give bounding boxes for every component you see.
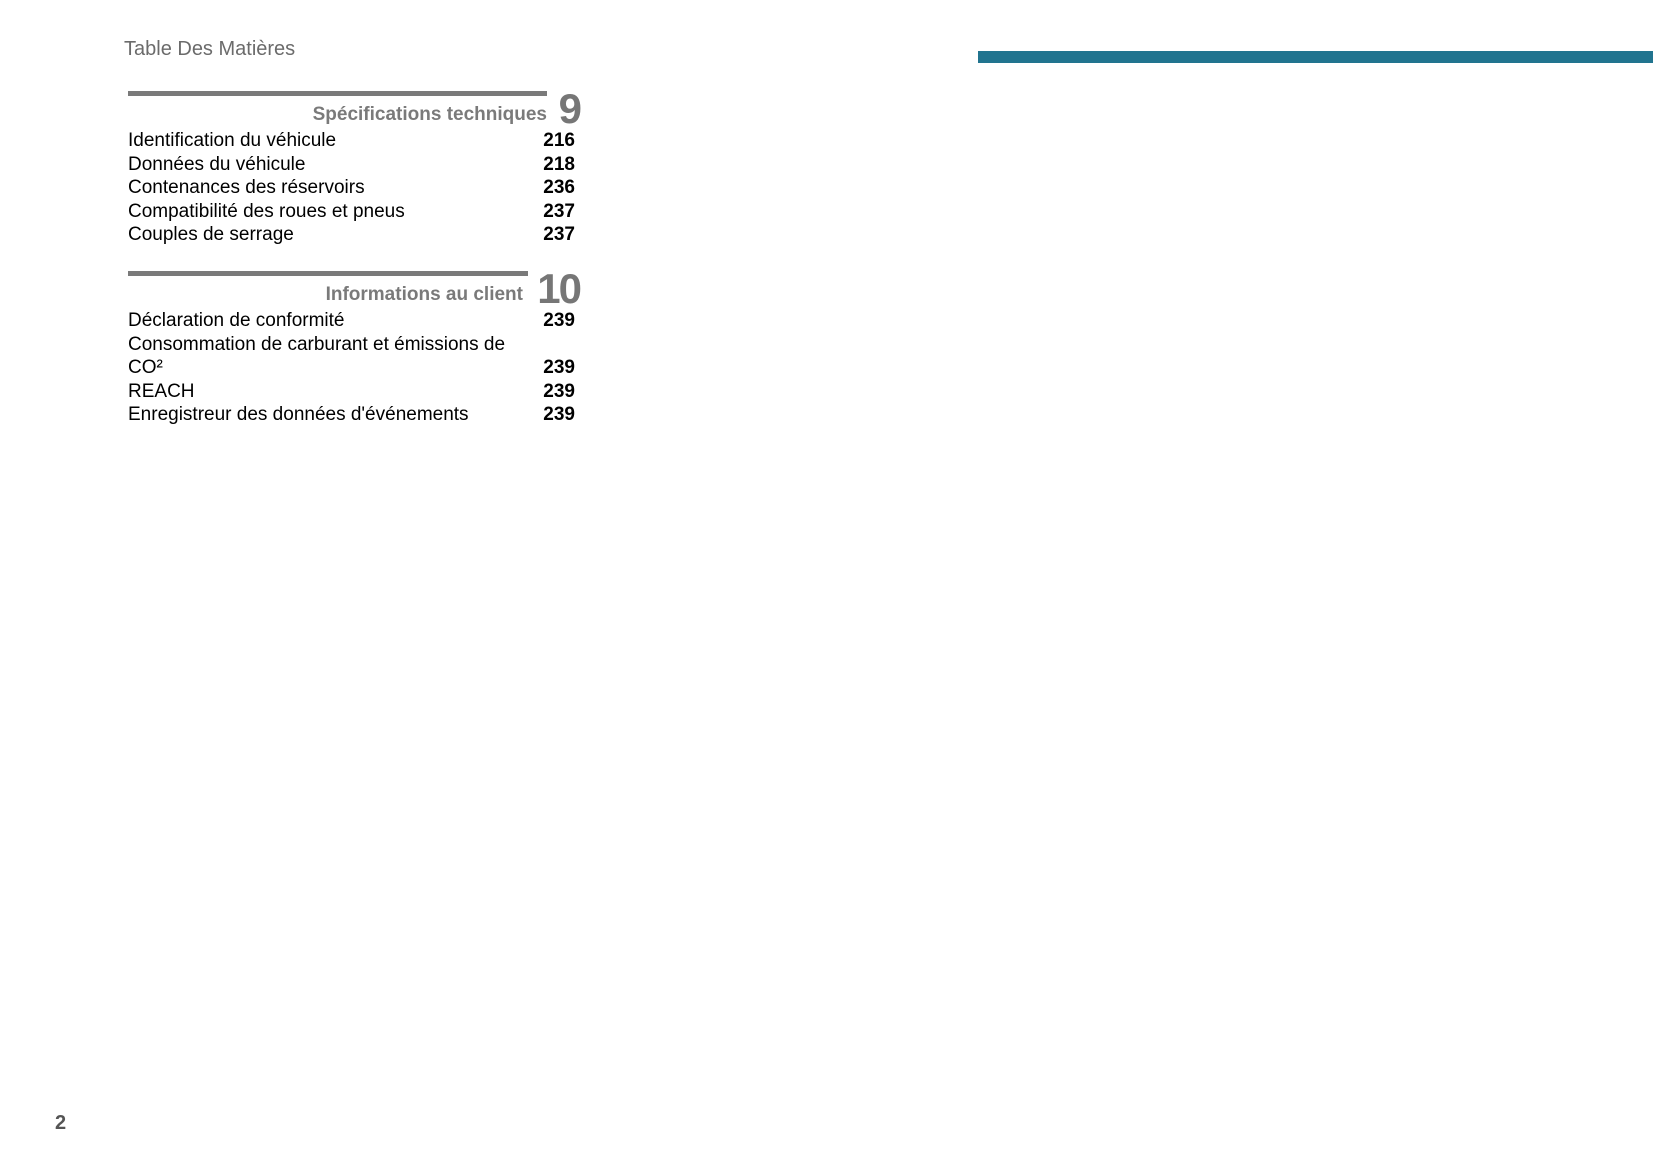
- toc-entry[interactable]: Compatibilité des roues et pneus 237: [128, 200, 575, 224]
- entry-page: 239: [543, 404, 575, 425]
- toc-entry[interactable]: Couples de serrage 237: [128, 223, 575, 247]
- entry-page: 239: [543, 357, 575, 378]
- entry-label: Contenances des réservoirs: [128, 177, 365, 198]
- page-number: 2: [55, 1112, 67, 1134]
- entry-page: 216: [543, 130, 575, 151]
- toc-entry[interactable]: Identification du véhicule 216: [128, 129, 575, 153]
- entry-label: Compatibilité des roues et pneus: [128, 200, 405, 222]
- section-number: 9: [558, 85, 582, 132]
- entry-page: 218: [543, 153, 575, 175]
- toc-section-9: 9 Spécifications techniques Identificati…: [128, 85, 582, 251]
- toc-section-10: 10 Informations au client Déclaration de…: [128, 265, 582, 431]
- toc-entry[interactable]: Enregistreur des données d'événements 239: [128, 403, 575, 427]
- section-rule: [128, 271, 528, 276]
- entry-page: 239: [543, 310, 575, 331]
- section-rule: [128, 91, 547, 96]
- entry-label: Consommation de carburant et émissions d…: [128, 333, 506, 379]
- toc-entry[interactable]: REACH 239: [128, 380, 575, 404]
- entry-label: Couples de serrage: [128, 224, 294, 245]
- toc-entry[interactable]: Contenances des réservoirs 236: [128, 176, 575, 200]
- page-title: Table Des Matières: [124, 38, 296, 60]
- accent-bar: [978, 51, 1653, 63]
- entry-label: Enregistreur des données d'événements: [128, 404, 469, 425]
- entry-page: 237: [543, 224, 575, 245]
- toc-entry[interactable]: Données du véhicule 218: [128, 153, 575, 177]
- section-number: 10: [537, 265, 582, 312]
- toc-entry[interactable]: Déclaration de conformité 239: [128, 309, 575, 333]
- toc-entry[interactable]: Consommation de carburant et émissions d…: [128, 333, 575, 380]
- entry-page: 236: [543, 177, 575, 198]
- entry-label: REACH: [128, 380, 195, 402]
- section-heading: Spécifications techniques: [312, 104, 547, 125]
- entry-page: 239: [543, 380, 575, 402]
- entry-label: Identification du véhicule: [128, 130, 337, 151]
- entry-label: Déclaration de conformité: [128, 310, 345, 331]
- section-heading: Informations au client: [325, 284, 523, 305]
- entry-label: Données du véhicule: [128, 153, 306, 175]
- entry-page: 237: [543, 200, 575, 222]
